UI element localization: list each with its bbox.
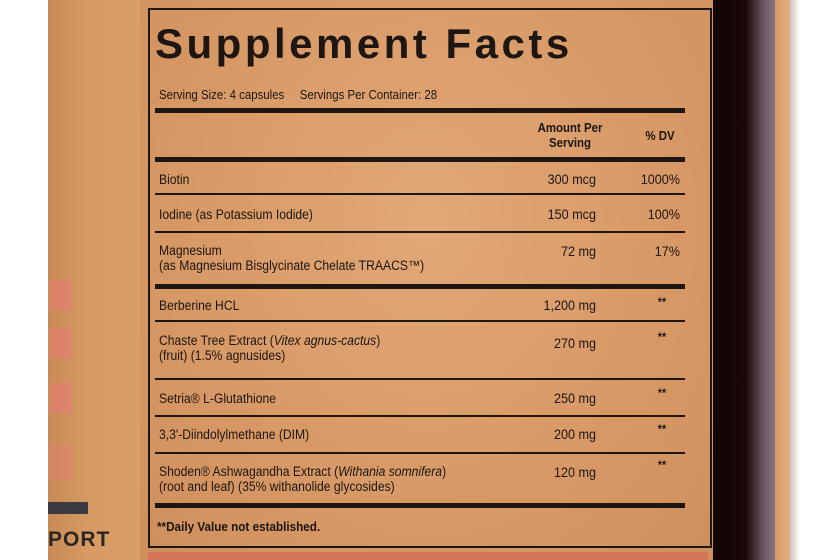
side-decoration xyxy=(50,445,72,480)
ingredient-amount: 270 mg xyxy=(553,335,596,351)
ingredient-amount: 1,200 mg xyxy=(543,297,596,313)
name-part: ) xyxy=(442,464,447,479)
supplement-facts-panel xyxy=(148,8,712,548)
divider-thin xyxy=(155,320,685,322)
divider-thick xyxy=(155,284,685,289)
ingredient-name-line2: (as Magnesium Bisglycinate Chelate TRAAC… xyxy=(159,258,425,273)
ingredient-name: 3,3'-Diindolylmethane (DIM) xyxy=(159,427,310,442)
ingredient-dv: ** xyxy=(657,422,667,436)
ingredient-amount: 120 mg xyxy=(553,464,596,480)
label-bottom-band xyxy=(148,552,708,560)
name-part: ) xyxy=(376,333,381,348)
facts-title: Supplement Facts xyxy=(155,20,573,67)
amount-header: Amount Per Serving xyxy=(526,120,614,150)
servings-per-container: Servings Per Container: 28 xyxy=(299,87,438,102)
divider-thin xyxy=(155,415,685,417)
ingredient-amount: 72 mg xyxy=(560,243,596,259)
serving-info: Serving Size: 4 capsules Servings Per Co… xyxy=(159,87,437,102)
side-band xyxy=(48,502,88,514)
ingredient-dv: ** xyxy=(657,458,667,472)
ingredient-dv: ** xyxy=(657,295,667,309)
ingredient-dv: 100% xyxy=(647,206,680,222)
ingredient-name: Berberine HCL xyxy=(159,298,240,313)
bottle-glass xyxy=(713,0,785,560)
divider-thick xyxy=(155,503,685,508)
side-decoration xyxy=(50,383,72,413)
ingredient-amount: 250 mg xyxy=(553,390,596,406)
footnote: **Daily Value not established. xyxy=(157,519,321,534)
amount-header-line2: Serving xyxy=(549,135,591,150)
serving-size: Serving Size: 4 capsules xyxy=(159,87,285,102)
ingredient-name: Shoden® Ashwagandha Extract (Withania so… xyxy=(159,464,446,494)
botanical-name: Vitex agnus-cactus xyxy=(273,333,377,348)
divider-thick xyxy=(155,108,685,113)
side-decoration xyxy=(50,328,72,358)
name-part: Chaste Tree Extract ( xyxy=(159,333,274,348)
ingredient-name-line1: Magnesium xyxy=(159,243,222,258)
divider-thin xyxy=(155,378,685,380)
divider-thin xyxy=(155,231,685,233)
ingredient-name: Iodine (as Potassium Iodide) xyxy=(159,207,313,222)
dv-header: % DV xyxy=(645,128,675,143)
side-decoration xyxy=(50,280,72,310)
ingredient-name-line1: Chaste Tree Extract (Vitex agnus-cactus) xyxy=(159,333,380,348)
ingredient-amount: 150 mcg xyxy=(547,206,596,222)
ingredient-name-line2: (fruit) (1.5% agnusides) xyxy=(159,348,286,363)
divider-thin xyxy=(155,193,685,195)
ingredient-name: Magnesium (as Magnesium Bisglycinate Che… xyxy=(159,243,424,273)
divider-thick xyxy=(155,157,685,162)
ingredient-name-line2: (root and leaf) (35% withanolide glycosi… xyxy=(159,479,395,494)
ingredient-dv: 1000% xyxy=(640,171,680,187)
ingredient-name: Biotin xyxy=(159,172,190,187)
ingredient-dv: ** xyxy=(657,386,667,400)
amount-header-line1: Amount Per xyxy=(537,120,603,135)
ingredient-dv: 17% xyxy=(654,243,680,259)
botanical-name: Withania somnifera xyxy=(338,464,443,479)
ingredient-name-line1: Shoden® Ashwagandha Extract (Withania so… xyxy=(159,464,446,479)
ingredient-name: Chaste Tree Extract (Vitex agnus-cactus)… xyxy=(159,333,380,363)
label-background xyxy=(140,0,715,560)
bottle-right-label xyxy=(775,0,793,560)
ingredient-amount: 300 mcg xyxy=(547,171,596,187)
ingredient-dv: ** xyxy=(657,330,667,344)
ingredient-amount: 200 mg xyxy=(553,426,596,442)
ingredient-name: Setria® L-Glutathione xyxy=(159,391,277,406)
side-label-text: PORT xyxy=(48,528,111,551)
divider-thin xyxy=(155,452,685,454)
name-part: Shoden® Ashwagandha Extract ( xyxy=(159,464,339,479)
bottle-edge xyxy=(790,0,800,560)
